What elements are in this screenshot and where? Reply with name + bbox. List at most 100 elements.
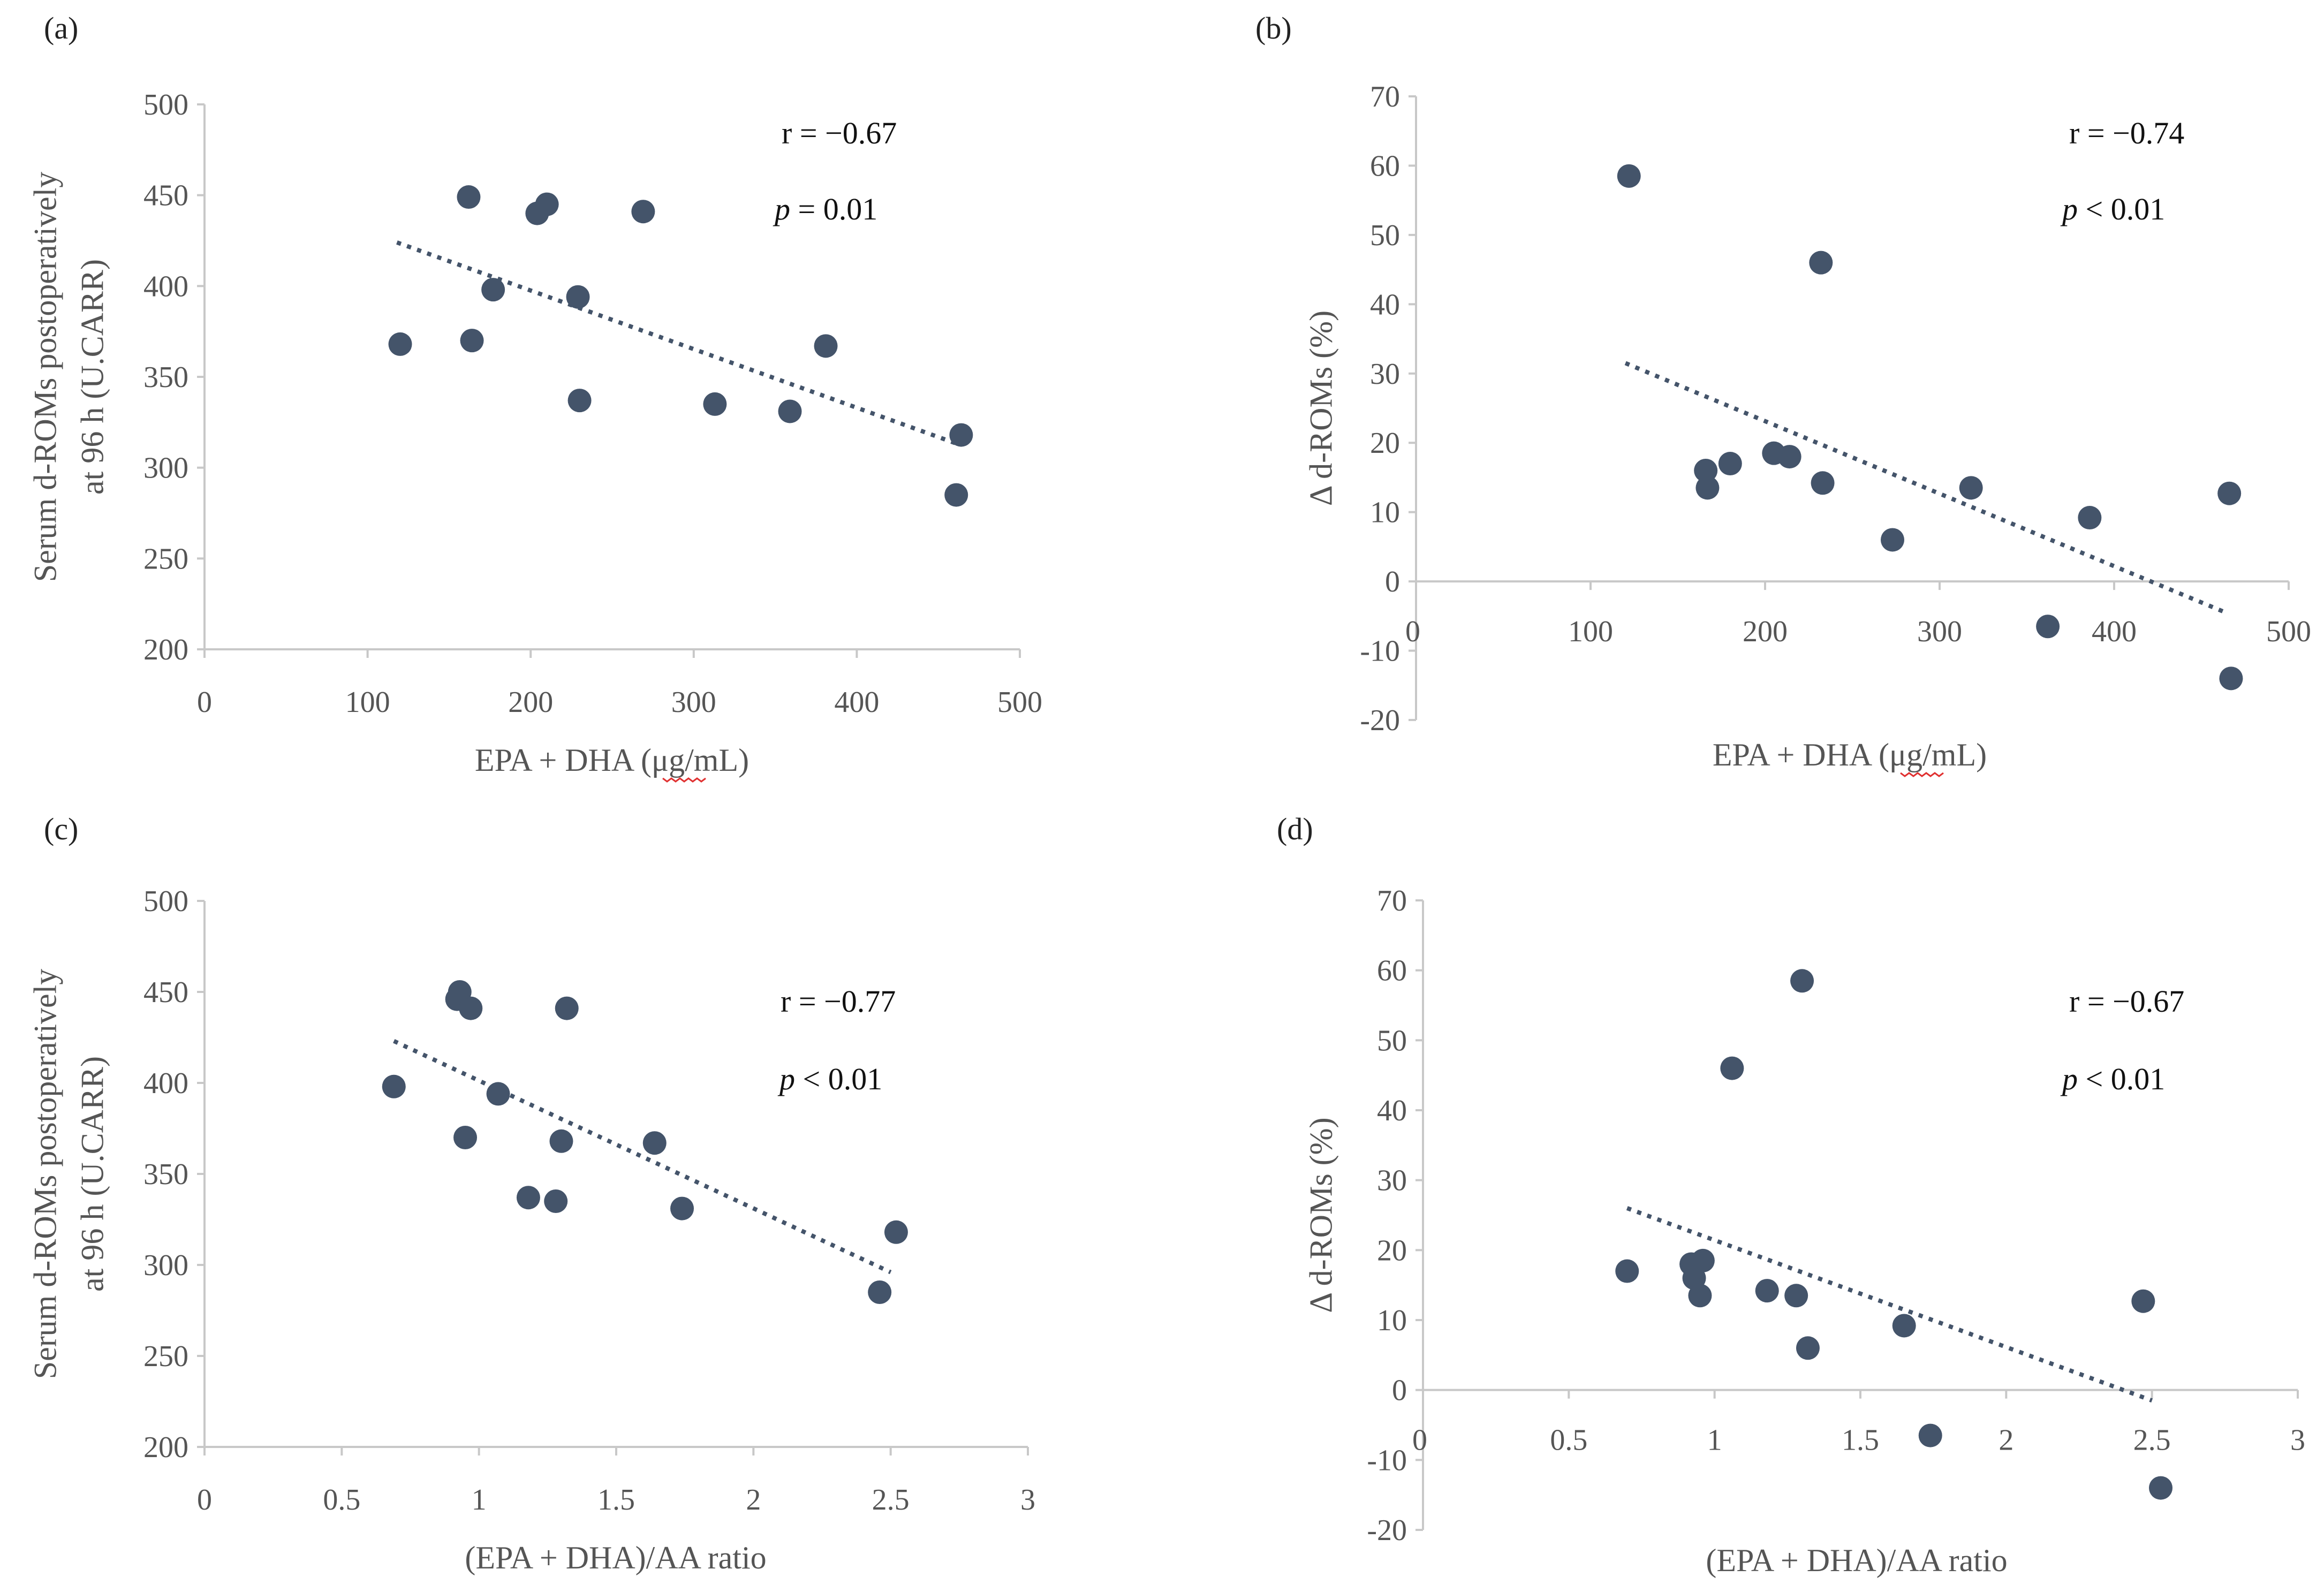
data-point <box>670 1196 694 1220</box>
data-point <box>1777 445 1801 469</box>
data-point <box>1959 476 1983 500</box>
panel-label: (a) <box>44 11 78 46</box>
y-tick-label: 50 <box>1377 1024 1407 1057</box>
data-point <box>944 483 968 507</box>
y-tick-label: 450 <box>143 179 188 213</box>
data-point <box>1880 528 1904 552</box>
r-value: r = −0.77 <box>781 984 896 1019</box>
y-tick-label: 300 <box>143 1249 188 1282</box>
x-tick-label: 1.5 <box>1842 1424 1879 1457</box>
x-tick-label: 500 <box>2266 615 2311 648</box>
y-tick-label: 200 <box>143 633 188 666</box>
panel-a: (a) 200 250 300 350 400 450 500 0 100 200 300 400 500… <box>27 11 1042 783</box>
y-axis-title: Serum d-ROMs postoperatively <box>27 969 63 1379</box>
data-point <box>631 200 655 224</box>
y-tick-label: -20 <box>1360 704 1400 737</box>
data-point <box>555 996 579 1020</box>
x-tick-label: 3 <box>2290 1424 2305 1457</box>
p-value-text: p < 0.01 <box>777 1062 882 1096</box>
data-point <box>544 1189 568 1213</box>
data-point <box>2219 666 2243 691</box>
y-tick-label: 20 <box>1377 1234 1407 1267</box>
y-tick-label: 450 <box>143 976 188 1009</box>
y-tick-label: 200 <box>143 1431 188 1464</box>
y-tick-label: 10 <box>1377 1304 1407 1337</box>
data-point <box>1615 1259 1639 1283</box>
y-tick-label: 20 <box>1370 427 1400 460</box>
data-point <box>459 996 483 1020</box>
trendline <box>396 240 959 446</box>
y-tick-label: 40 <box>1370 288 1400 321</box>
y-tick-label: 250 <box>143 542 188 575</box>
data-point <box>453 1126 478 1149</box>
data-point <box>703 392 727 416</box>
y-tick-label: 40 <box>1377 1094 1407 1127</box>
data-point <box>2036 615 2060 639</box>
y-tick-label: 500 <box>143 885 188 918</box>
panel-label: (c) <box>44 812 78 846</box>
x-tick-label: 3 <box>1020 1483 1035 1517</box>
x-tick-label: 400 <box>2092 615 2137 648</box>
data-point <box>549 1129 573 1153</box>
y-tick-label: 400 <box>143 1067 188 1100</box>
panel-label: (d) <box>1277 812 1313 846</box>
data-point <box>778 399 802 423</box>
y-tick-label: 300 <box>143 452 188 485</box>
data-point <box>1784 1284 1808 1308</box>
data-point <box>1755 1279 1779 1303</box>
spellcheck-underline <box>662 777 706 783</box>
y-tick-label: 50 <box>1370 219 1400 252</box>
p-value-text: p < 0.01 <box>2060 192 2165 226</box>
y-tick-label: 30 <box>1377 1164 1407 1197</box>
y-tick-label: 400 <box>143 270 188 303</box>
p-symbol: p <box>773 192 790 226</box>
data-point <box>382 1074 406 1098</box>
r-value: r = −0.67 <box>782 116 897 150</box>
data-point <box>1694 459 1718 482</box>
data-point <box>457 185 481 209</box>
p-value-text: p < 0.01 <box>2060 1062 2165 1096</box>
data-point <box>1809 251 1833 275</box>
y-axis-title: at 96 h (U.CARR) <box>74 259 110 495</box>
data-point <box>1720 1056 1744 1080</box>
x-tick-label: 300 <box>1917 615 1962 648</box>
y-axis-title: Δ d-ROMs (%) <box>1303 310 1338 506</box>
y-tick-label: 60 <box>1370 149 1400 183</box>
r-value: r = −0.74 <box>2069 116 2184 150</box>
p-value-text: p = 0.01 <box>773 192 877 226</box>
y-tick-label: 30 <box>1370 358 1400 391</box>
x-tick-label: 0 <box>1405 615 1420 648</box>
y-tick-label: 10 <box>1370 496 1400 529</box>
data-point <box>1695 476 1720 500</box>
data-point <box>481 278 505 302</box>
data-point <box>566 285 590 309</box>
y-tick-label: -20 <box>1367 1514 1407 1547</box>
data-point <box>486 1082 510 1106</box>
data-point <box>567 389 592 413</box>
x-axis-title: (EPA + DHA)/AA ratio <box>1706 1543 2007 1578</box>
x-tick-label: 1.5 <box>597 1483 635 1517</box>
data-point <box>1688 1284 1712 1308</box>
x-axis-title: EPA + DHA (μg/mL) <box>475 742 749 778</box>
p-symbol: p <box>777 1062 795 1096</box>
data-point <box>535 192 559 216</box>
x-tick-label: 500 <box>997 686 1042 719</box>
x-tick-label: 0.5 <box>1550 1424 1587 1457</box>
spellcheck-underline <box>1900 772 1944 777</box>
x-tick-label: 0 <box>197 686 212 719</box>
x-tick-label: 300 <box>671 686 716 719</box>
p-value: < 0.01 <box>2078 1062 2165 1096</box>
data-point <box>1892 1314 1916 1338</box>
x-axis-title: (EPA + DHA)/AA ratio <box>465 1540 766 1575</box>
p-value: < 0.01 <box>2078 192 2165 226</box>
panel-label: (b) <box>1255 11 1292 46</box>
x-tick-label: 400 <box>834 686 879 719</box>
x-tick-label: 2.5 <box>872 1483 910 1517</box>
x-axis-title: EPA + DHA (μg/mL) <box>1713 737 1987 772</box>
data-point <box>460 329 484 353</box>
y-tick-label: 0 <box>1385 565 1400 598</box>
trendline <box>1626 1206 2153 1403</box>
p-value: = 0.01 <box>790 192 877 226</box>
p-value: < 0.01 <box>795 1062 882 1096</box>
